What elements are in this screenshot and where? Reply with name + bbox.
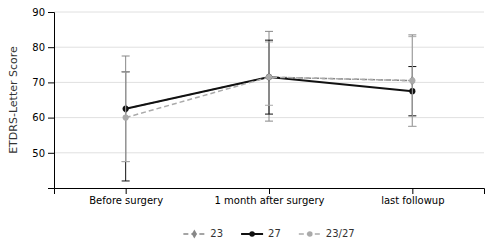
x-tick-label: Before surgery	[89, 195, 163, 206]
y-tick-mark	[48, 12, 54, 13]
error-bar	[122, 72, 130, 181]
y-axis-title: ETDRS-Letter Score	[7, 46, 20, 154]
legend-swatch	[192, 229, 197, 238]
legend-label: 23	[210, 228, 223, 239]
y-tick: 80	[32, 42, 54, 53]
y-tick: 90	[32, 7, 54, 18]
y-tick-label: 70	[32, 77, 45, 88]
error-bar	[408, 35, 416, 127]
legend: 23 27 23/27	[183, 228, 354, 239]
legend-swatch	[249, 231, 255, 237]
x-tick: last followup	[381, 188, 444, 206]
y-tick-mark	[48, 47, 54, 48]
axis-domain	[55, 189, 485, 195]
grid-line	[54, 12, 484, 13]
error-bar	[408, 37, 416, 127]
marker	[409, 78, 415, 84]
y-tick-mark	[48, 82, 54, 83]
marks	[122, 31, 417, 181]
series	[122, 40, 417, 181]
marker	[266, 74, 272, 80]
x-tick-mark	[269, 188, 270, 194]
legend-item: 23/27	[299, 228, 355, 239]
y-tick-label: 90	[32, 7, 45, 18]
y-tick-label: 60	[32, 112, 45, 123]
x-tick-label: last followup	[381, 195, 444, 206]
grid-line	[54, 152, 484, 153]
marker	[123, 115, 129, 121]
y-tick: 60	[32, 112, 54, 123]
legend-label: 23/27	[326, 228, 355, 239]
marker	[266, 74, 272, 80]
error-bar	[265, 42, 273, 105]
legend-swatch	[307, 231, 313, 237]
series	[122, 37, 417, 162]
x-axis: Before surgery 1 month after surgery last …	[55, 188, 485, 206]
x-tick-label: 1 month after surgery	[214, 195, 324, 206]
y-tick: 50	[32, 148, 54, 159]
line	[126, 77, 413, 117]
error-bar	[265, 40, 273, 114]
y-tick: 70	[32, 77, 54, 88]
legend-label: 27	[268, 228, 281, 239]
error-bar	[265, 31, 273, 121]
axis-domain	[48, 13, 55, 189]
y-tick-label: 80	[32, 42, 45, 53]
plot: Before surgery 1 month after surgery last …	[32, 7, 484, 206]
y-tick-label: 50	[32, 148, 45, 159]
error-bar	[122, 56, 130, 162]
legend-item: 23	[183, 228, 223, 239]
chart: Before surgery 1 month after surgery last …	[0, 0, 500, 248]
error-bar	[122, 72, 130, 162]
x-tick: Before surgery	[89, 188, 163, 206]
legend-item: 27	[241, 228, 281, 239]
grid	[54, 12, 484, 153]
y-tick-mark	[48, 118, 54, 119]
y-tick-mark	[48, 153, 54, 154]
y-axis: 50 60 70 80 90	[32, 7, 54, 189]
x-tick-mark	[126, 188, 127, 194]
x-tick-mark	[412, 188, 413, 194]
x-tick: 1 month after surgery	[214, 188, 324, 206]
series	[122, 31, 417, 161]
